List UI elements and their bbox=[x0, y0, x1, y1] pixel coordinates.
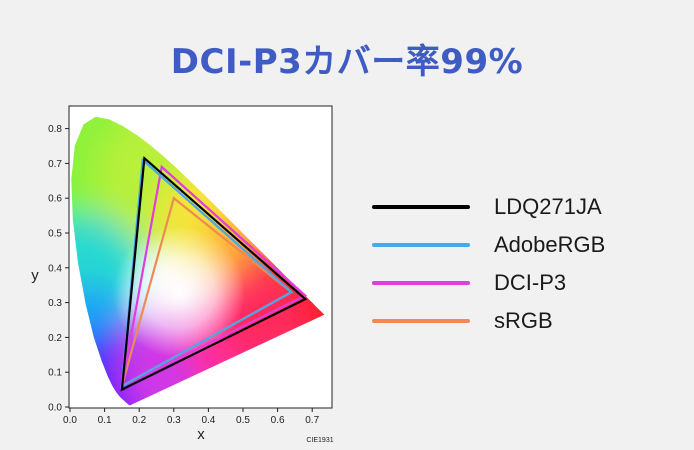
x-tick-label: 0.5 bbox=[236, 415, 250, 426]
legend-item: DCI-P3 bbox=[372, 264, 605, 302]
y-tick-label: 0.6 bbox=[48, 194, 62, 205]
legend-label: DCI-P3 bbox=[494, 270, 567, 295]
legend-swatch bbox=[372, 205, 470, 209]
legend-label: AdobeRGB bbox=[494, 232, 606, 257]
legend-item: LDQ271JA bbox=[372, 188, 605, 226]
legend-swatch bbox=[372, 281, 470, 285]
y-tick-label: 0.0 bbox=[48, 403, 62, 414]
y-tick-label: 0.3 bbox=[48, 298, 62, 309]
legend-label: LDQ271JA bbox=[494, 194, 602, 219]
y-tick-label: 0.7 bbox=[48, 159, 62, 170]
x-tick-label: 0.7 bbox=[305, 415, 319, 426]
legend-item: sRGB bbox=[372, 302, 605, 340]
x-tick-label: 0.4 bbox=[201, 415, 215, 426]
x-tick-label: 0.2 bbox=[132, 415, 146, 426]
cie1931-annotation: CIE1931 bbox=[306, 437, 333, 444]
y-tick-label: 0.2 bbox=[48, 333, 62, 344]
page-title: DCI-P3カバー率99% bbox=[170, 42, 524, 82]
legend-swatch bbox=[372, 243, 470, 247]
y-tick-label: 0.8 bbox=[48, 124, 62, 135]
x-tick-label: 0.6 bbox=[271, 415, 285, 426]
gamut-triangle-ldq271ja bbox=[120, 155, 308, 392]
legend-label: sRGB bbox=[494, 308, 553, 333]
x-axis-label: x bbox=[197, 426, 205, 443]
y-tick-label: 0.4 bbox=[48, 263, 62, 274]
legend-swatch bbox=[372, 319, 470, 323]
x-tick-label: 0.0 bbox=[63, 415, 77, 426]
x-tick-label: 0.1 bbox=[98, 415, 112, 426]
legend-item: AdobeRGB bbox=[372, 226, 605, 264]
gamut-triangle-dci-p3 bbox=[120, 164, 308, 389]
y-axis-label: y bbox=[31, 267, 39, 284]
y-tick-label: 0.1 bbox=[48, 368, 62, 379]
y-tick-label: 0.5 bbox=[48, 229, 62, 240]
x-tick-label: 0.3 bbox=[167, 415, 181, 426]
legend: LDQ271JA AdobeRGB DCI-P3 sRGB bbox=[372, 188, 605, 340]
